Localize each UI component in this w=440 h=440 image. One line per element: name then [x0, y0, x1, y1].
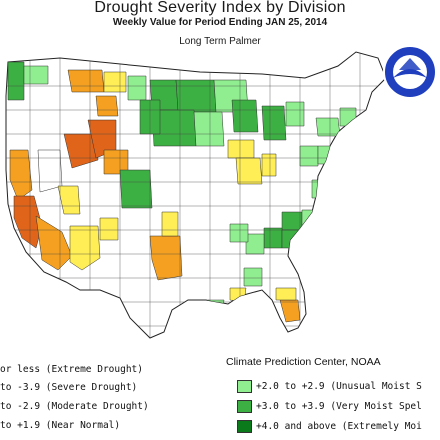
division-ny-west: [315, 117, 341, 137]
division-sd-east: [193, 111, 225, 147]
legend-swatch-unusual-moist: [237, 380, 252, 393]
division-al-north: [263, 227, 283, 249]
division-ca-north: [13, 195, 43, 249]
division-wa-coast: [7, 61, 25, 101]
legend-item-severe-drought: to -3.9 (Severe Drought): [0, 382, 138, 393]
division-pa-central: [317, 145, 337, 165]
legend-item-moderate-drought: to -2.9 (Moderate Drought): [0, 401, 149, 412]
division-wi-central: [261, 105, 287, 141]
division-il-north: [261, 153, 277, 177]
division-ia-north: [227, 139, 255, 159]
legend-item-near-normal: to +1.9 (Near Normal): [0, 420, 121, 431]
division-ms-north: [245, 233, 265, 255]
division-az-west: [69, 225, 101, 271]
division-mn-west: [231, 99, 259, 133]
division-oh-north: [299, 145, 319, 167]
legend-swatch-very-moist: [237, 400, 252, 413]
division-mi-upper: [285, 101, 305, 127]
division-mt-west: [103, 71, 127, 93]
legend-item-extreme-drought: or less (Extreme Drought): [0, 364, 143, 375]
credit-text: Climate Prediction Center, NOAA: [226, 356, 381, 368]
division-ut-west: [57, 185, 81, 215]
division-id-north: [67, 69, 105, 93]
division-az-central: [99, 217, 119, 241]
legend-swatch-extremely-moist: [237, 420, 252, 433]
legend-item-very-moist: +3.0 to +3.9 (Very Moist Spel: [256, 401, 422, 412]
legend-item-extremely-moist: +4.0 and above (Extremely Moi: [256, 421, 422, 432]
division-id-central: [95, 95, 119, 117]
division-co-central: [119, 169, 153, 209]
division-nv-north: [37, 149, 63, 193]
map-title: Drought Severity Index by Division: [94, 0, 346, 16]
division-va-central: [311, 179, 335, 199]
map-subtitle: Weekly Value for Period Ending JAN 25, 2…: [112, 17, 328, 28]
division-tx-coast: [229, 287, 247, 303]
division-ar-central: [229, 223, 249, 243]
index-name: Long Term Palmer: [179, 36, 261, 47]
division-ny-east: [339, 107, 357, 127]
division-wy-central: [127, 75, 147, 101]
division-ca-central: [35, 215, 73, 271]
division-or-central: [9, 149, 33, 201]
division-sc-coast: [301, 231, 319, 251]
division-or-north: [23, 65, 49, 85]
legend-item-unusual-moist: +2.0 to +2.9 (Unusual Moist S: [256, 381, 422, 392]
division-la-east: [243, 267, 263, 287]
division-fl-north: [275, 287, 297, 301]
division-nm-north: [161, 211, 179, 237]
division-nc-west: [301, 209, 319, 227]
division-tn-east: [281, 211, 303, 231]
division-tx-southeast: [205, 299, 225, 317]
noaa-logo: [383, 45, 437, 99]
